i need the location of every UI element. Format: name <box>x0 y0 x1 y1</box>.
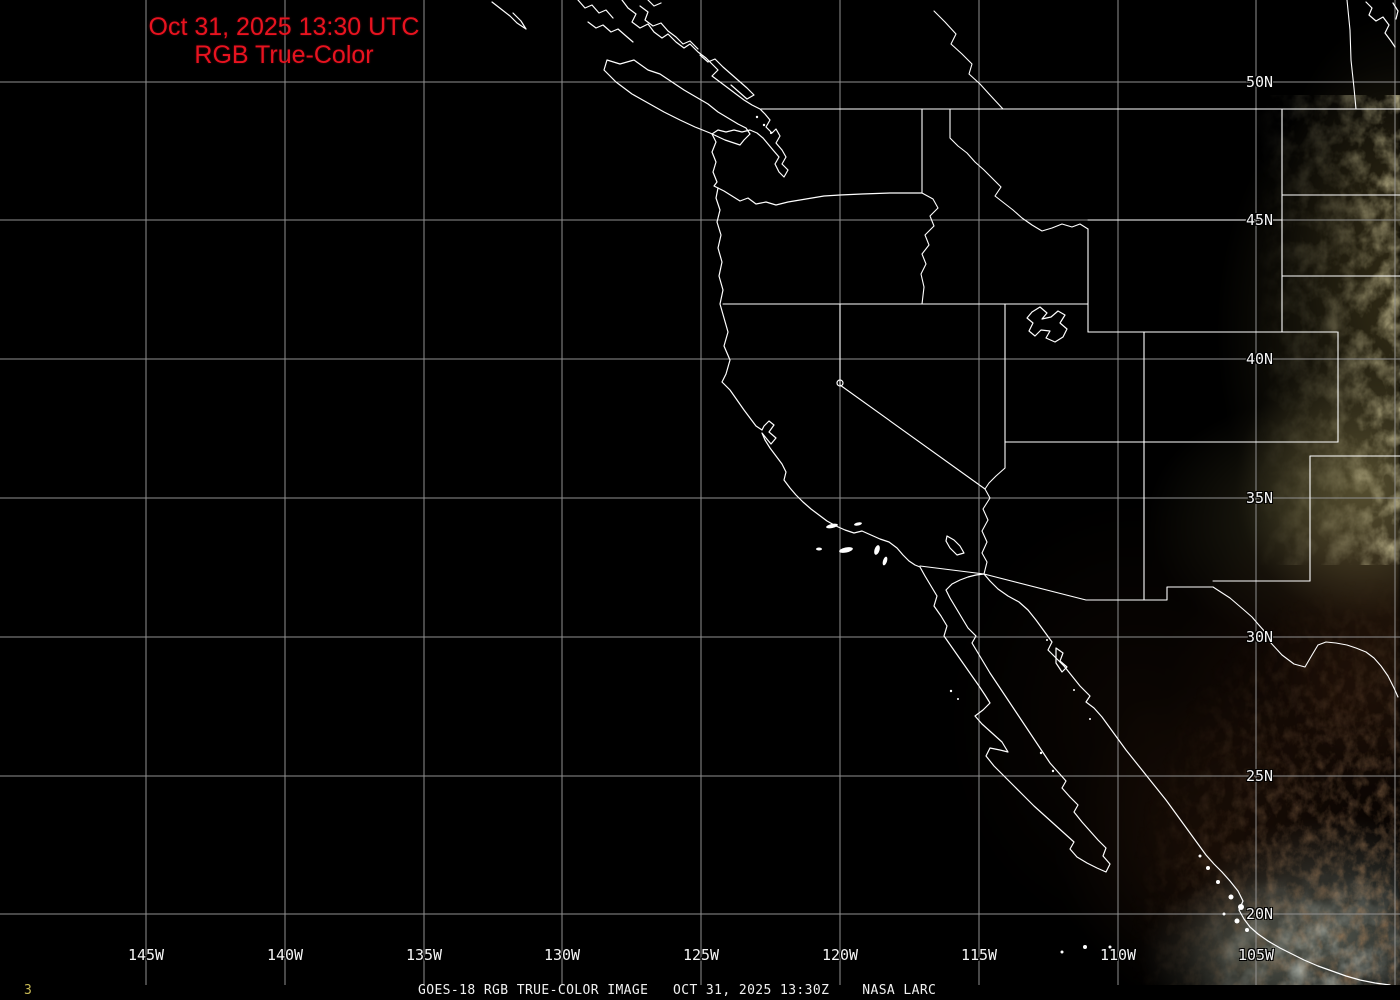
lat-label-30n: 30N <box>1246 628 1274 646</box>
great-salt-lake <box>1026 306 1068 343</box>
lon-label-110w: 110W <box>1099 946 1137 964</box>
image-datetime: Oct 31, 2025 13:30 UTC <box>148 13 420 41</box>
bright-cloud-specks <box>1060 854 1249 954</box>
caption-strip <box>0 985 1400 1000</box>
coastline-bc-islands <box>577 0 755 100</box>
coastline-haida-gwaii <box>491 1 527 30</box>
coastline-paths <box>491 0 1399 986</box>
image-product-name: RGB True-Color <box>194 41 374 69</box>
border-or-id-snake <box>920 192 939 305</box>
coastline-bc-washington <box>621 0 923 206</box>
lon-label-130w: 130W <box>543 946 581 964</box>
border-us-mexico <box>919 565 1214 601</box>
border-ca-nv <box>839 303 986 490</box>
terrain-imagery <box>1080 95 1400 985</box>
lon-label-125w: 125W <box>682 946 720 964</box>
lon-label-120w: 120W <box>821 946 859 964</box>
lon-label-140w: 140W <box>266 946 304 964</box>
frame-number: 3 <box>24 983 32 998</box>
coastline-vancouver-island <box>603 59 751 146</box>
lat-label-45n: 45N <box>1246 211 1274 229</box>
lat-label-40n: 40N <box>1246 350 1274 368</box>
lat-label-35n: 35N <box>1246 489 1274 507</box>
coastline-manitoba-lakes <box>1365 1 1399 48</box>
tiburon-island <box>1055 647 1068 673</box>
border-id-mt <box>949 108 1089 232</box>
lon-label-115w: 115W <box>960 946 998 964</box>
border-bc-alberta <box>933 10 1004 110</box>
coastline-west-coast <box>715 187 1391 986</box>
lat-label-20n: 20N <box>1246 905 1274 923</box>
image-title: Oct 31, 2025 13:30 UTC RGB True-Color <box>148 13 420 69</box>
lon-label-145w: 145W <box>127 946 165 964</box>
lat-label-50n: 50N <box>1246 73 1274 91</box>
lon-label-105w: 105W <box>1237 946 1275 964</box>
lakes-and-islands <box>816 306 1249 954</box>
state-border-paths <box>722 0 1400 698</box>
lat-label-25n: 25N <box>1246 767 1274 785</box>
small-islands <box>816 522 1091 773</box>
lon-label-135w: 135W <box>405 946 443 964</box>
border-colorado-river <box>981 441 1006 575</box>
border-sk-mb <box>1346 0 1357 110</box>
image-caption: GOES-18 RGB TRUE-COLOR IMAGE OCT 31, 202… <box>418 983 937 998</box>
salton-sea <box>945 535 965 556</box>
border-rio-grande <box>1212 586 1399 698</box>
